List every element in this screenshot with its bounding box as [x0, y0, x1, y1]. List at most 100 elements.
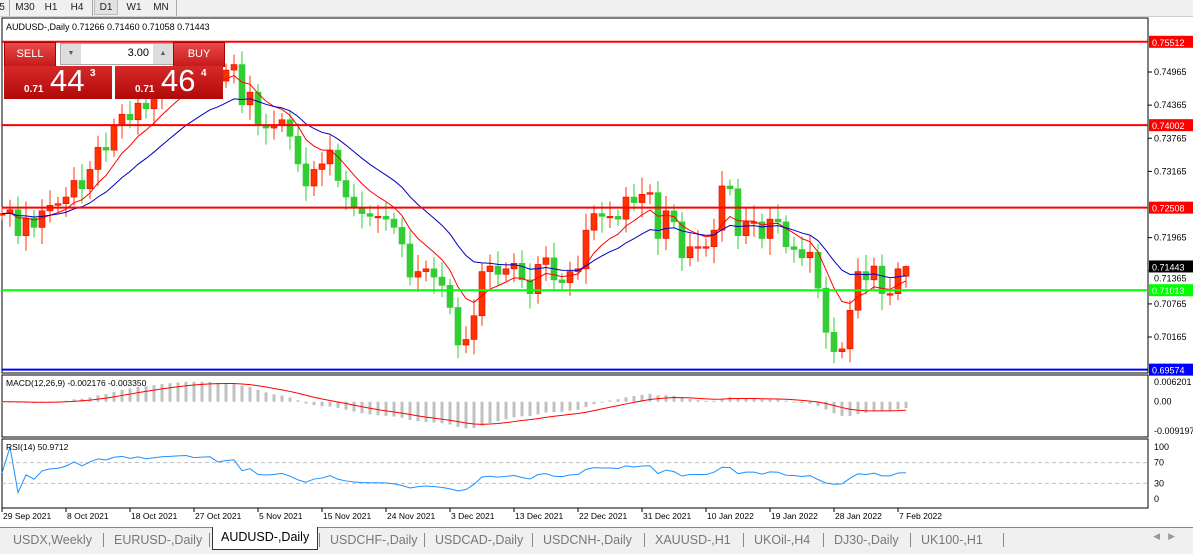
timeframe-w1[interactable]: W1	[126, 2, 142, 13]
tab-ukoil-h4[interactable]: UKOil-,H4	[754, 533, 811, 547]
tab-separator	[910, 533, 911, 547]
macd-bar	[240, 385, 244, 402]
current-price-label: 0.71443	[1152, 262, 1185, 272]
macd-bar	[128, 388, 132, 402]
candle-body	[30, 217, 38, 228]
candle	[462, 326, 470, 354]
macd-bar	[256, 389, 260, 402]
candle	[54, 197, 62, 212]
lot-size-value[interactable]: 3.00	[127, 47, 149, 59]
candle	[294, 123, 302, 173]
candle	[318, 152, 326, 187]
candle	[710, 218, 718, 264]
macd-bar	[608, 400, 612, 402]
macd-bar	[728, 397, 732, 402]
macd-bar	[320, 401, 324, 407]
candle-body	[294, 136, 302, 165]
candle	[726, 179, 734, 196]
macd-bar	[784, 400, 788, 402]
tab-dj30-daily[interactable]: DJ30-,Daily	[834, 533, 899, 547]
date-tick-label: 22 Dec 2021	[579, 511, 627, 521]
tab-usdcnh-daily[interactable]: USDCNH-,Daily	[543, 533, 632, 547]
candle	[678, 211, 686, 272]
chart-canvas[interactable]: 0.749650.743650.737650.731650.719650.713…	[0, 17, 1193, 527]
candle-body	[486, 265, 494, 272]
candle	[550, 242, 558, 292]
macd-bar	[208, 381, 212, 402]
candle	[486, 254, 494, 289]
tab-usdcad-daily[interactable]: USDCAD-,Daily	[435, 533, 524, 547]
timeframe-h4[interactable]: H4	[70, 2, 84, 13]
tab-usdchf-daily[interactable]: USDCHF-,Daily	[330, 533, 418, 547]
tab-scroll-arrows[interactable]: ◀▶	[1153, 531, 1183, 541]
tab-eurusd-daily[interactable]: EURUSD-,Daily	[114, 533, 203, 547]
candle-body	[462, 339, 470, 346]
macd-bar	[136, 386, 140, 402]
macd-bar	[160, 384, 164, 402]
candle-body	[702, 246, 710, 249]
lot-decrease-button[interactable]: ▼	[61, 44, 81, 64]
timeframe-h1[interactable]: H1	[44, 2, 58, 13]
date-tick-label: 24 Nov 2021	[387, 511, 435, 521]
macd-bar	[664, 395, 668, 402]
candle-body	[582, 229, 590, 270]
candle-body	[774, 218, 782, 223]
price-tick-label: 0.70765	[1154, 299, 1187, 309]
level-price-label: 0.72508	[1152, 204, 1185, 214]
candle	[246, 75, 254, 120]
macd-label: MACD(12,26,9) -0.002176 -0.003350	[6, 378, 147, 388]
macd-bar	[432, 401, 436, 423]
candle	[494, 251, 502, 286]
candle	[230, 54, 238, 84]
buy-price-button[interactable]: 0.71 46 4	[115, 63, 223, 99]
macd-bar	[384, 401, 388, 416]
buy-button[interactable]: BUY	[173, 42, 225, 67]
macd-bar	[840, 401, 844, 416]
lot-size-field[interactable]: ▼ 3.00 ▲	[60, 43, 174, 65]
candle-body	[366, 213, 374, 217]
candle-body	[470, 315, 478, 340]
macd-bar	[400, 401, 404, 418]
candle	[526, 263, 534, 309]
macd-bar	[776, 399, 780, 402]
sell-button[interactable]: SELL	[4, 42, 56, 67]
candle-body	[646, 192, 654, 195]
candle-body	[38, 210, 46, 228]
timeframe-d1[interactable]: D1	[94, 0, 118, 15]
candle-body	[134, 102, 142, 121]
date-tick-label: 27 Oct 2021	[195, 511, 242, 521]
candle-body	[446, 285, 454, 308]
timeframe-5[interactable]: 5	[0, 2, 5, 13]
sell-price-button[interactable]: 0.71 44 3	[4, 63, 112, 99]
tab-separator	[103, 533, 104, 547]
candle-body	[390, 218, 398, 228]
candle	[390, 212, 398, 235]
tab-usdx-weekly[interactable]: USDX,Weekly	[13, 533, 92, 547]
candle-body	[782, 221, 790, 248]
candle	[830, 317, 838, 364]
candle-body	[526, 279, 534, 294]
candle-body	[590, 213, 598, 231]
candle-body	[54, 203, 62, 206]
tab-xauusd-h1[interactable]: XAUUSD-,H1	[655, 533, 731, 547]
macd-bar	[520, 401, 524, 417]
tab-uk100-h1[interactable]: UK100-,H1	[921, 533, 983, 547]
candle	[454, 297, 462, 359]
level-price-badge	[1149, 284, 1193, 297]
macd-bar	[824, 401, 828, 410]
candle	[894, 262, 902, 301]
candle-body	[838, 348, 846, 352]
macd-bar	[720, 398, 724, 402]
tab-audusd-daily[interactable]: AUDUSD-,Daily	[212, 527, 319, 550]
lot-increase-button[interactable]: ▲	[153, 44, 173, 64]
candle	[582, 213, 590, 284]
timeframe-mn[interactable]: MN	[153, 2, 169, 13]
date-tick-label: 31 Dec 2021	[643, 511, 691, 521]
macd-bar	[440, 401, 444, 424]
macd-bar	[176, 382, 180, 402]
timeframe-m30[interactable]: M30	[15, 2, 35, 13]
candle-body	[86, 169, 94, 190]
candle	[30, 209, 38, 238]
date-tick-label: 8 Oct 2021	[67, 511, 109, 521]
candles	[0, 51, 910, 364]
